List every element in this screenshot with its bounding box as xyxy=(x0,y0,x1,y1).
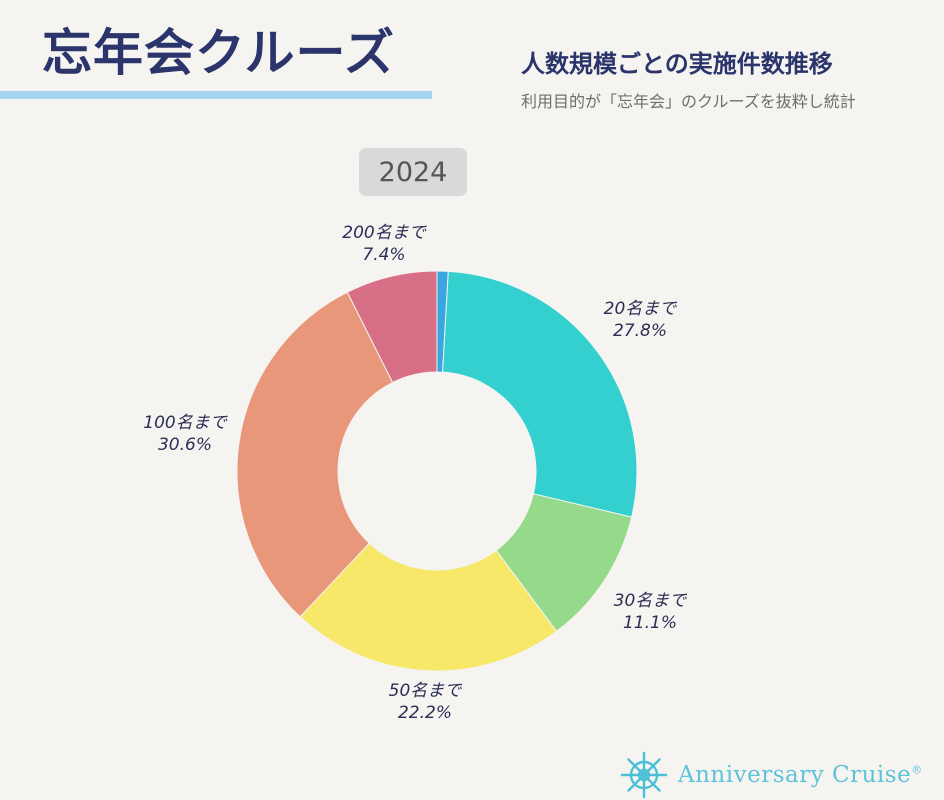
label-pct: 7.4% xyxy=(362,245,406,265)
slice-label-30: 30名まで 11.1% xyxy=(614,590,687,634)
label-name: 200名まで xyxy=(342,223,426,243)
donut-slice xyxy=(346,270,438,384)
label-name: 50名まで xyxy=(388,681,462,701)
year-badge: 2024 xyxy=(359,148,467,196)
slice-label-100: 100名まで 30.6% xyxy=(143,412,226,456)
title-underline xyxy=(0,91,432,99)
slice-label-20: 20名まで 27.8% xyxy=(604,298,677,342)
slice-label-200: 200名まで 7.4% xyxy=(342,222,425,266)
slice-label-50: 50名まで 22.2% xyxy=(389,680,462,724)
donut-slice xyxy=(236,291,394,618)
ship-wheel-icon xyxy=(620,751,668,799)
label-pct: 30.6% xyxy=(157,435,213,455)
donut-slice xyxy=(299,542,558,672)
label-pct: 27.8% xyxy=(612,321,668,341)
label-name: 20名まで xyxy=(603,299,677,319)
brand-name: Anniversary Cruise® xyxy=(678,762,923,788)
chart-subtitle: 人数規模ごとの実施件数推移 xyxy=(521,50,833,78)
label-name: 100名まで xyxy=(143,413,227,433)
label-name: 30名まで xyxy=(613,591,687,611)
label-pct: 11.1% xyxy=(622,613,678,633)
page-title: 忘年会クルーズ xyxy=(42,24,395,82)
label-pct: 22.2% xyxy=(397,703,453,723)
brand-logo: Anniversary Cruise® xyxy=(620,751,923,799)
chart-caption: 利用目的が「忘年会」のクルーズを抜粋し統計 xyxy=(521,92,856,111)
donut-slice xyxy=(442,270,638,518)
